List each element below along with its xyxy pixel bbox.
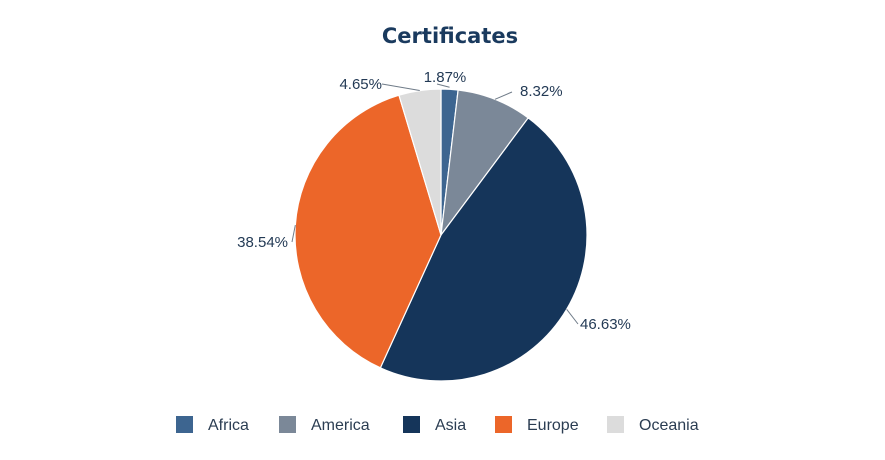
pie-slice-oceania	[398, 88, 442, 236]
data-label-america: 8.32%	[520, 83, 563, 100]
legend-swatch-europe	[495, 416, 512, 433]
legend-item-asia: Asia	[403, 416, 466, 434]
legend-swatch-asia	[403, 416, 420, 433]
data-label-oceania: 4.65%	[339, 76, 382, 93]
pie-slices	[294, 88, 588, 382]
leader-line-asia	[566, 309, 579, 325]
legend-swatch-america	[279, 416, 296, 433]
legend-swatch-africa	[176, 416, 193, 433]
chart-title: Certificates	[382, 24, 518, 48]
legend-item-europe: Europe	[495, 416, 579, 434]
legend-label-europe: Europe	[527, 417, 579, 434]
leader-line-oceania	[381, 83, 420, 92]
legend-label-africa: Africa	[208, 417, 249, 434]
data-label-africa: 1.87%	[424, 69, 467, 86]
leader-line-america	[494, 91, 513, 100]
legend-label-america: America	[311, 417, 370, 434]
leader-line-africa	[436, 83, 450, 88]
pie-labels: 1.87% 8.32% 46.63% 38.54% 4.65%	[237, 69, 631, 333]
legend-swatch-oceania	[607, 416, 624, 433]
legend-label-oceania: Oceania	[639, 417, 699, 434]
leader-line-europe	[291, 224, 296, 243]
legend-item-africa: Africa	[176, 416, 249, 434]
legend-item-oceania: Oceania	[607, 416, 699, 434]
pie-slice-asia	[379, 117, 588, 382]
legend: Africa America Asia Europe Oceania	[176, 416, 699, 434]
legend-label-asia: Asia	[435, 417, 466, 434]
data-label-asia: 46.63%	[580, 316, 631, 333]
legend-item-america: America	[279, 416, 370, 434]
data-label-europe: 38.54%	[237, 234, 288, 251]
